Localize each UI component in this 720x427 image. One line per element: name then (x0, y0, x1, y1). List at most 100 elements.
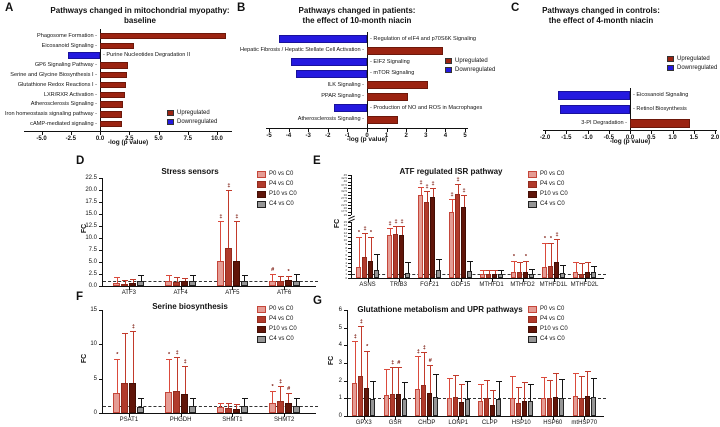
error-bar-cap (405, 262, 411, 264)
error-bar-cap (368, 236, 374, 238)
bar (387, 235, 392, 278)
error-bar-stem (480, 384, 482, 401)
pathway-label: Eicosanoid Signaling - (41, 42, 97, 49)
legend-swatch (167, 110, 174, 116)
axis-tick-label: 4 (338, 342, 342, 349)
error-bar-cap (285, 393, 292, 395)
bar (268, 280, 276, 286)
error-bar-cap (182, 365, 189, 367)
error-bar-stem (296, 273, 298, 282)
error-bar-stem (272, 274, 274, 281)
axis-tick-label: 2 (404, 133, 408, 139)
error-bar-cap (364, 350, 371, 352)
y-axis-line (102, 310, 103, 414)
sig-marker: # (397, 360, 401, 367)
y-axis-line (347, 310, 348, 417)
axis-tick (70, 132, 72, 135)
legend-swatch (528, 171, 537, 178)
axis-tick-label: 0 (345, 275, 347, 280)
bar (216, 406, 224, 413)
axis-tick (269, 129, 270, 132)
error-bar-stem (366, 350, 368, 388)
sig-marker: # (271, 267, 275, 274)
axis-tick (348, 198, 351, 200)
error-bar-stem (228, 190, 230, 249)
legend-swatch (445, 58, 452, 64)
error-bar-stem (531, 268, 533, 274)
axis-tick-label: -2.0 (539, 135, 551, 141)
axis-tick (693, 131, 695, 134)
axis-tick (566, 131, 568, 134)
error-bar-stem (518, 386, 520, 403)
axis-tick (99, 274, 102, 275)
error-bar-stem (467, 380, 469, 400)
sig-marker: # (287, 386, 291, 393)
bar (430, 197, 435, 278)
error-bar-stem (370, 236, 372, 262)
error-bar-cap (573, 261, 579, 263)
pathway-bar (559, 104, 630, 114)
error-bar-cap (383, 369, 390, 371)
axis-tick-label: 10 (90, 341, 97, 348)
pathway-bar (100, 101, 124, 108)
axis-tick-label: 42.5 (341, 175, 347, 180)
error-bar-cap (464, 380, 471, 382)
pathway-bar (100, 91, 125, 99)
axis-tick (99, 286, 102, 287)
axis-tick (491, 279, 493, 282)
error-bar-cap (217, 402, 224, 404)
error-bar-stem (376, 253, 378, 270)
sig-marker: ‡ (419, 180, 423, 186)
error-bar-cap (421, 351, 428, 353)
sig-marker: * (549, 235, 553, 242)
bar (572, 395, 578, 416)
bar (189, 281, 197, 286)
axis-tick (348, 229, 351, 231)
legend-swatch (257, 181, 266, 188)
error-bar-stem (513, 261, 515, 272)
error-bar-cap (517, 262, 523, 264)
pathway-bar (367, 81, 428, 89)
error-bar-stem (124, 280, 126, 284)
bar (433, 396, 439, 416)
error-bar-stem (550, 242, 552, 267)
sig-marker: * (369, 229, 373, 236)
error-bar-cap (523, 260, 529, 262)
axis-tick-label: 20.0 (85, 187, 97, 193)
bar (486, 274, 491, 278)
error-bar-stem (581, 376, 583, 399)
error-bar-cap (269, 391, 276, 393)
error-bar-cap (591, 266, 597, 268)
bar (529, 273, 534, 278)
axis-tick (348, 270, 351, 272)
error-bar-cap (190, 397, 197, 399)
axis-tick-label: 17.5 (85, 199, 97, 205)
dashed-reference-line (352, 274, 606, 276)
error-bar-stem (116, 276, 118, 283)
axis-tick (344, 345, 347, 347)
error-bar-stem (192, 397, 194, 407)
axis-tick-label: 15.0 (85, 211, 97, 217)
error-bar-stem (272, 391, 274, 403)
axis-tick-label: -1 (344, 133, 351, 139)
axis-tick (429, 279, 431, 282)
dashed-reference-line (348, 398, 606, 400)
pathway-bar (100, 111, 123, 118)
axis-tick (347, 129, 349, 132)
error-bar-stem (288, 393, 290, 404)
axis-tick (99, 226, 102, 227)
axis-tick-label: 10.0 (85, 235, 97, 241)
axis-tick-label: 14 (343, 223, 347, 228)
axis-tick-label: 27.5 (341, 195, 347, 200)
bar (421, 385, 427, 416)
category-label: ATF6 (277, 290, 292, 296)
axis-tick (489, 417, 491, 420)
x-axis-line (347, 416, 604, 417)
axis-tick-label: 22.5 (85, 175, 97, 181)
axis-tick (398, 279, 400, 282)
legend-swatch (257, 171, 266, 178)
error-bar-stem (544, 242, 546, 267)
error-bar-cap (446, 378, 453, 380)
axis-tick (128, 287, 130, 290)
bar (415, 388, 421, 416)
